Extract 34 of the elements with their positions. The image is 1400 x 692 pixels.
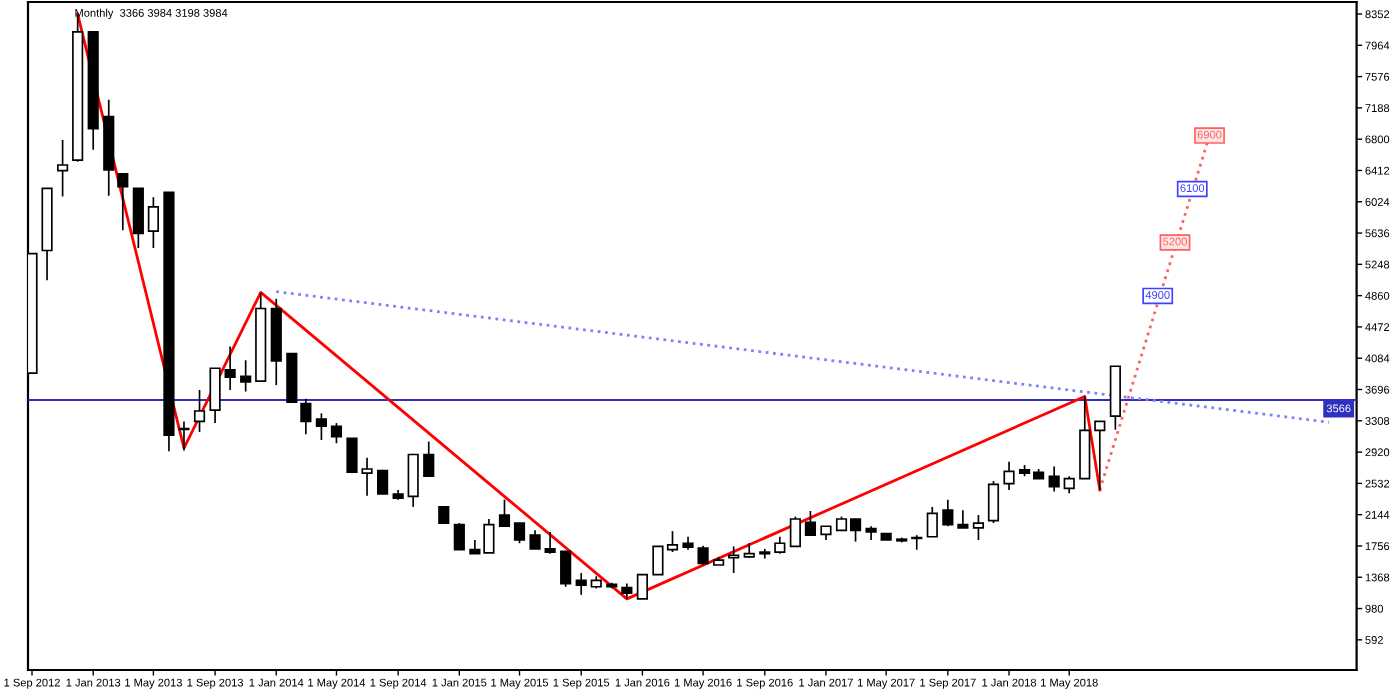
candlestick [728,545,740,574]
candlestick [804,510,817,536]
candlestick [1003,460,1015,491]
candlestick [407,453,419,508]
candlestick [942,498,954,528]
line-series [76,12,1102,601]
candlestick [529,529,541,550]
candlestick [1048,465,1060,493]
candlestick [376,468,389,495]
candlestick [240,359,252,393]
candlestick [300,398,312,436]
candlestick [544,531,556,555]
candlestick [513,522,526,545]
candlestick [987,480,1000,524]
candlestick [423,440,435,478]
candlestick [636,573,648,600]
candlestick [132,187,144,249]
candlestick [209,367,221,424]
candlestick [1094,420,1106,491]
candlestick [117,173,129,232]
candlestick [972,514,985,541]
candlestick [193,389,206,433]
candlestick [315,412,328,441]
candlestick [453,522,465,551]
candlestick [147,196,159,249]
candlestick [926,506,938,538]
candlestick [57,139,69,198]
candlestick [498,498,511,528]
candlestick [789,515,801,548]
candlestick [330,422,343,445]
candlestick [957,509,969,529]
candlestick [224,345,236,391]
candlestick [560,550,572,588]
candlestick [575,572,587,596]
